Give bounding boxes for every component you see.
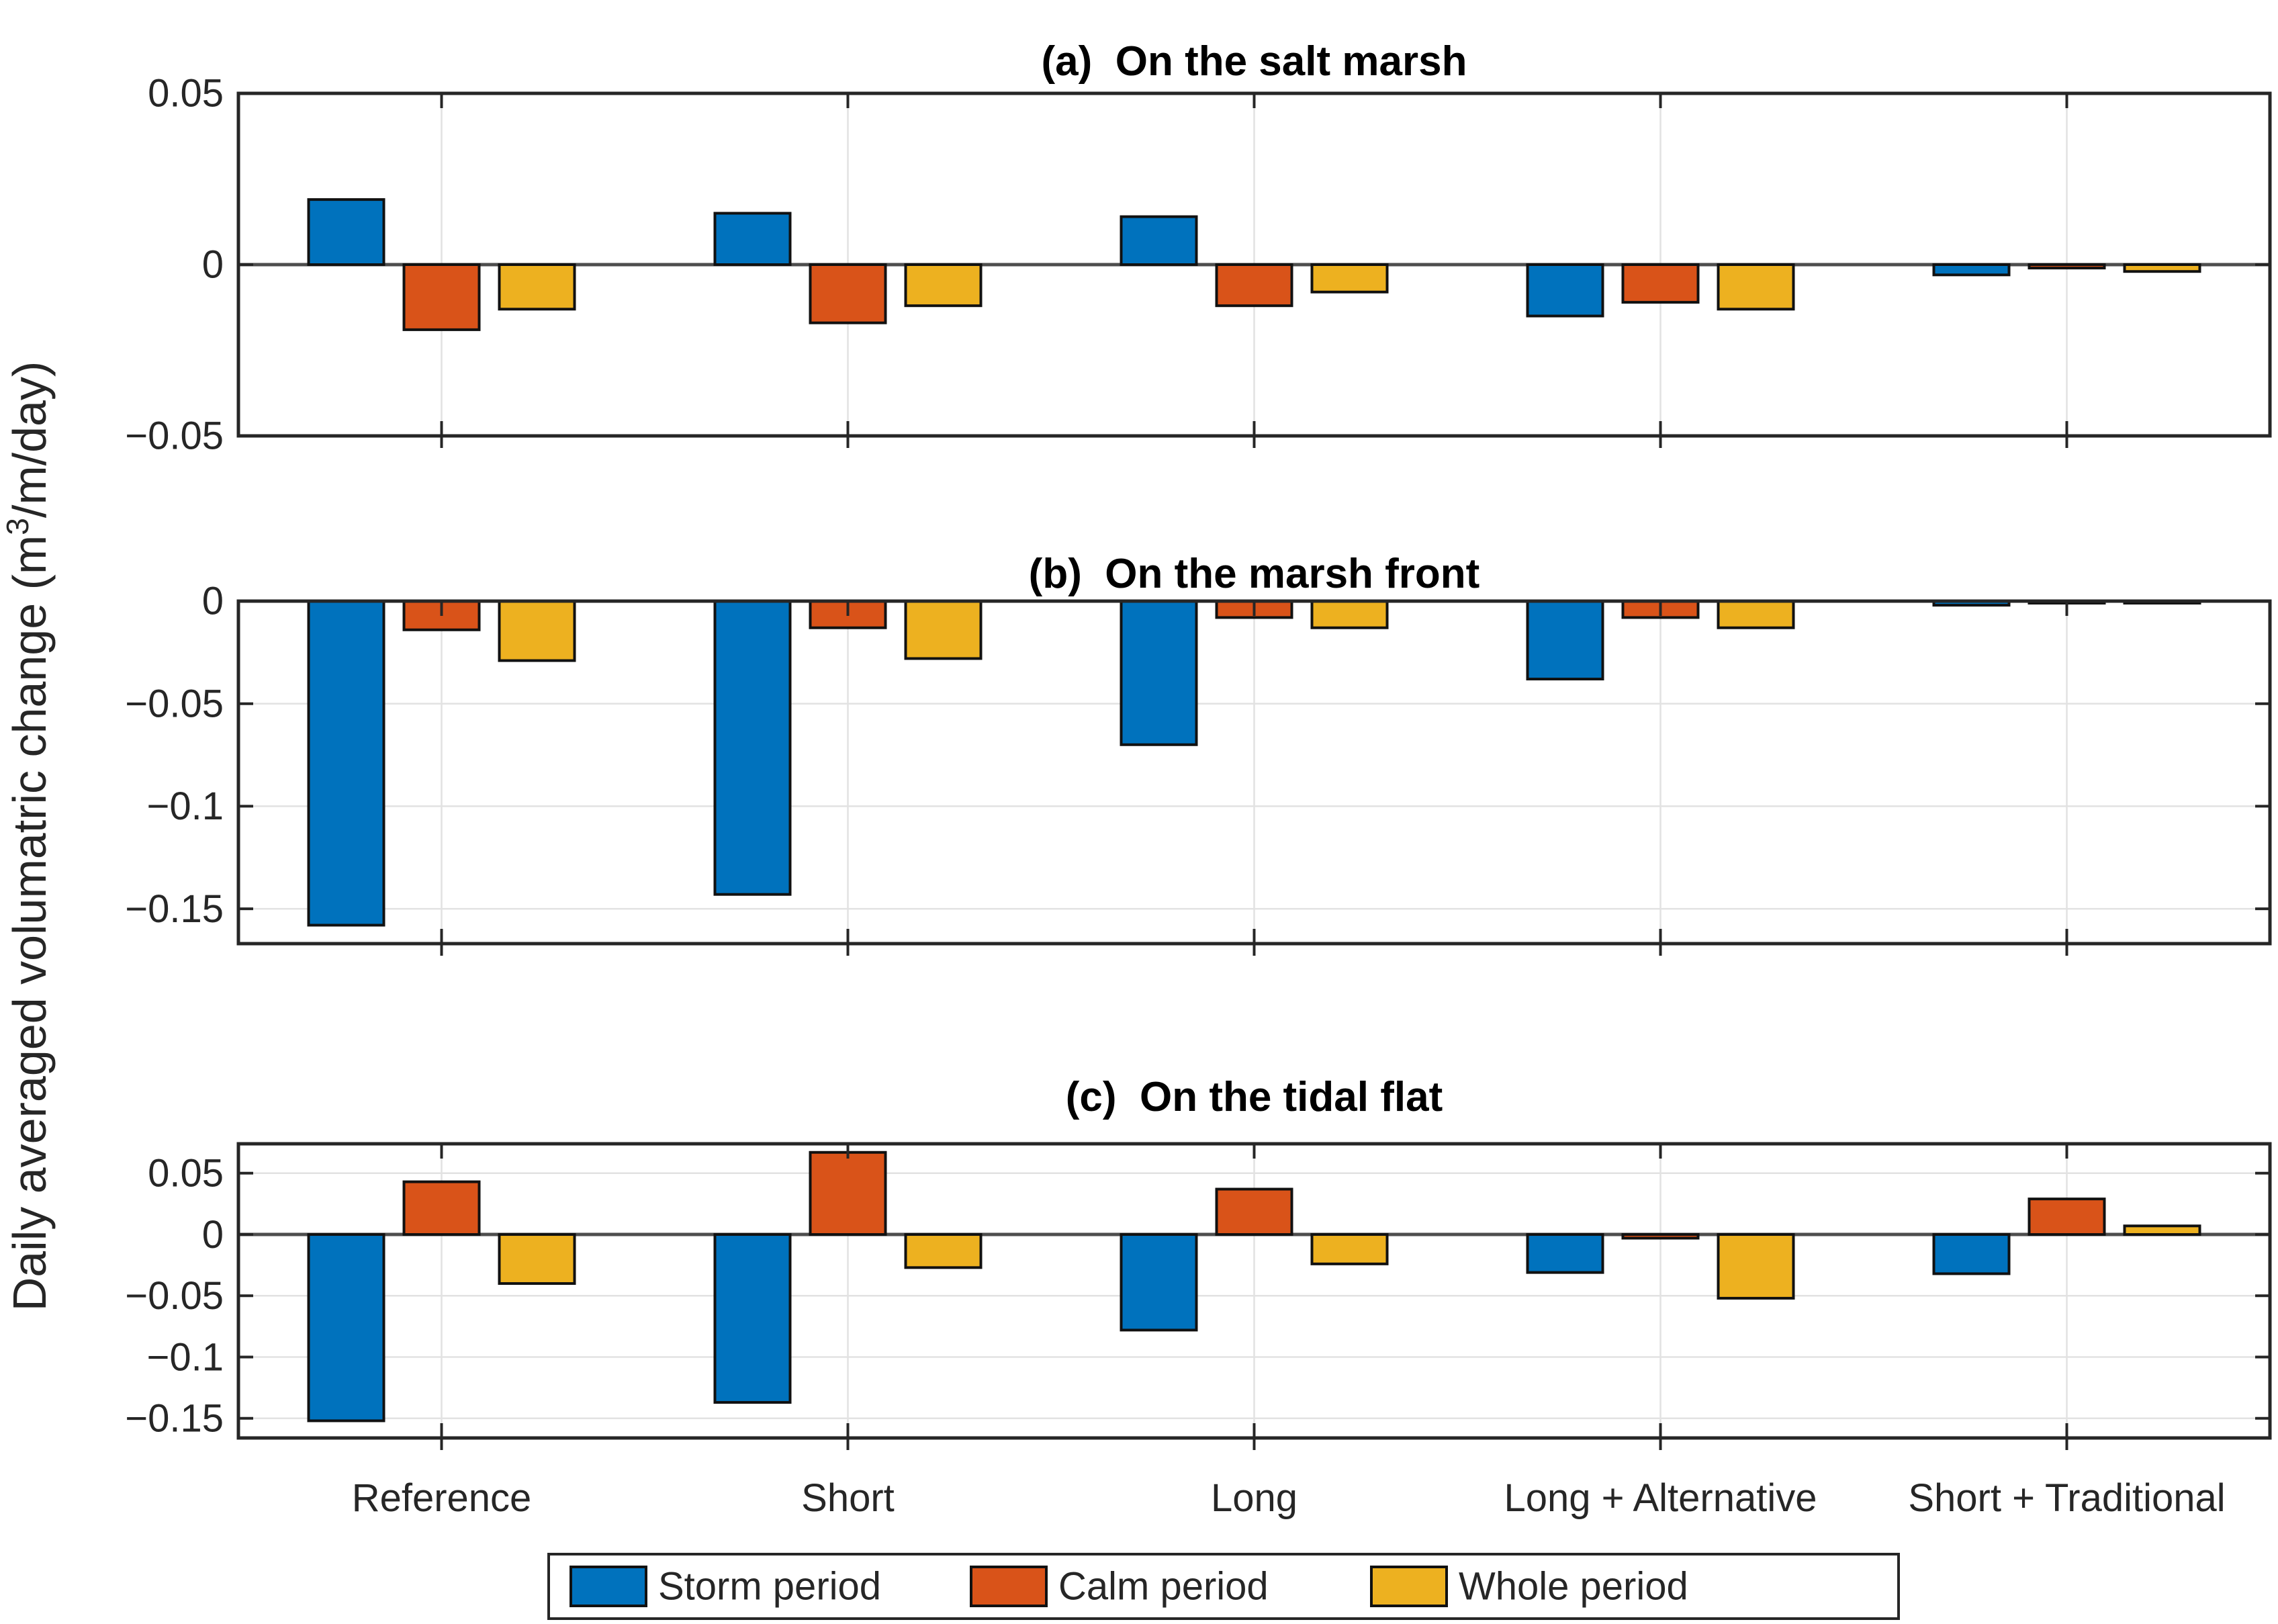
bar-a-long-alternative-calm-period [1621,263,1700,304]
legend-label-whole: Whole period [1459,1565,1688,1609]
panel-c-y-tick-label: 0 [202,1213,224,1257]
bar-c-short-storm-period [713,1233,792,1404]
panel-c-title: (c) On the tidal flat [1066,1074,1443,1120]
legend-swatch-storm [570,1566,647,1607]
legend-swatch-calm [970,1566,1048,1607]
bar-b-short-storm-period [713,600,792,896]
bar-a-short-traditional-whole-period [2123,263,2201,273]
panel-b-y-tick-label: −0.15 [125,887,224,931]
bar-c-long-alternative-calm-period [1621,1233,1700,1240]
bar-a-short-storm-period [713,212,792,266]
bar-a-reference-storm-period [307,198,385,267]
panel-a-y-tick-label: −0.05 [125,414,224,458]
bar-a-long-whole-period [1310,263,1389,294]
x-category-label: Reference [352,1476,532,1520]
bar-b-short-whole-period [904,600,983,660]
bar-c-short-traditional-calm-period [2028,1198,2106,1236]
bar-a-reference-calm-period [402,263,481,331]
bar-a-short-traditional-storm-period [1932,263,2011,277]
bar-a-long-alternative-whole-period [1717,263,1795,311]
legend-swatch-whole [1370,1566,1448,1607]
bar-c-short-calm-period [809,1151,887,1236]
legend-box [547,1553,1900,1620]
bar-c-short-traditional-whole-period [2123,1224,2201,1236]
bar-a-short-calm-period [809,263,887,324]
bar-c-long-whole-period [1310,1233,1389,1265]
bar-c-reference-calm-period [402,1180,481,1236]
bar-c-reference-whole-period [498,1233,576,1285]
x-category-label: Short [801,1476,895,1520]
panel-a-y-tick-label: 0.05 [148,72,224,116]
panel-b-title: (b) On the marsh front [1029,551,1480,597]
bar-b-long-storm-period [1120,600,1198,746]
panel-a-y-tick-label: 0 [202,243,224,287]
bar-c-long-alternative-whole-period [1717,1233,1795,1300]
bar-a-long-calm-period [1215,263,1293,308]
bar-b-long-alternative-storm-period [1526,600,1604,681]
panel-c-y-tick-label: −0.1 [147,1335,224,1379]
panel-c-y-tick-label: 0.05 [148,1152,224,1196]
bar-a-reference-whole-period [498,263,576,311]
legend-label-calm: Calm period [1058,1565,1269,1609]
bar-b-long-whole-period [1310,600,1389,629]
bar-c-long-alternative-storm-period [1526,1233,1604,1274]
bar-a-long-alternative-storm-period [1526,263,1604,318]
panel-c-y-tick-label: −0.05 [125,1274,224,1318]
bar-a-short-traditional-calm-period [2028,263,2106,270]
panel-a-title: (a) On the salt marsh [1042,38,1467,85]
bar-c-short-whole-period [904,1233,983,1269]
bar-b-reference-storm-period [307,600,385,927]
panel-c-y-tick-label: −0.15 [125,1397,224,1441]
y-axis-label: Daily averaged volumatric change (m3/m/d… [0,361,56,1312]
panel-b-y-tick-label: −0.1 [147,784,224,828]
bar-a-short-whole-period [904,263,983,308]
bar-c-short-traditional-storm-period [1932,1233,2011,1275]
panel-b-y-tick-label: 0 [202,580,224,623]
panel-b-y-tick-label: −0.05 [125,682,224,725]
bar-a-long-storm-period [1120,215,1198,267]
bar-b-reference-whole-period [498,600,576,662]
legend-label-storm: Storm period [658,1565,881,1609]
bar-b-long-alternative-whole-period [1717,600,1795,629]
bar-c-long-storm-period [1120,1233,1198,1332]
x-category-label: Short + Traditional [1908,1476,2225,1520]
bar-c-reference-storm-period [307,1233,385,1423]
x-category-label: Long [1211,1476,1297,1520]
x-category-label: Long + Alternative [1504,1476,1817,1520]
bar-c-long-calm-period [1215,1187,1293,1236]
